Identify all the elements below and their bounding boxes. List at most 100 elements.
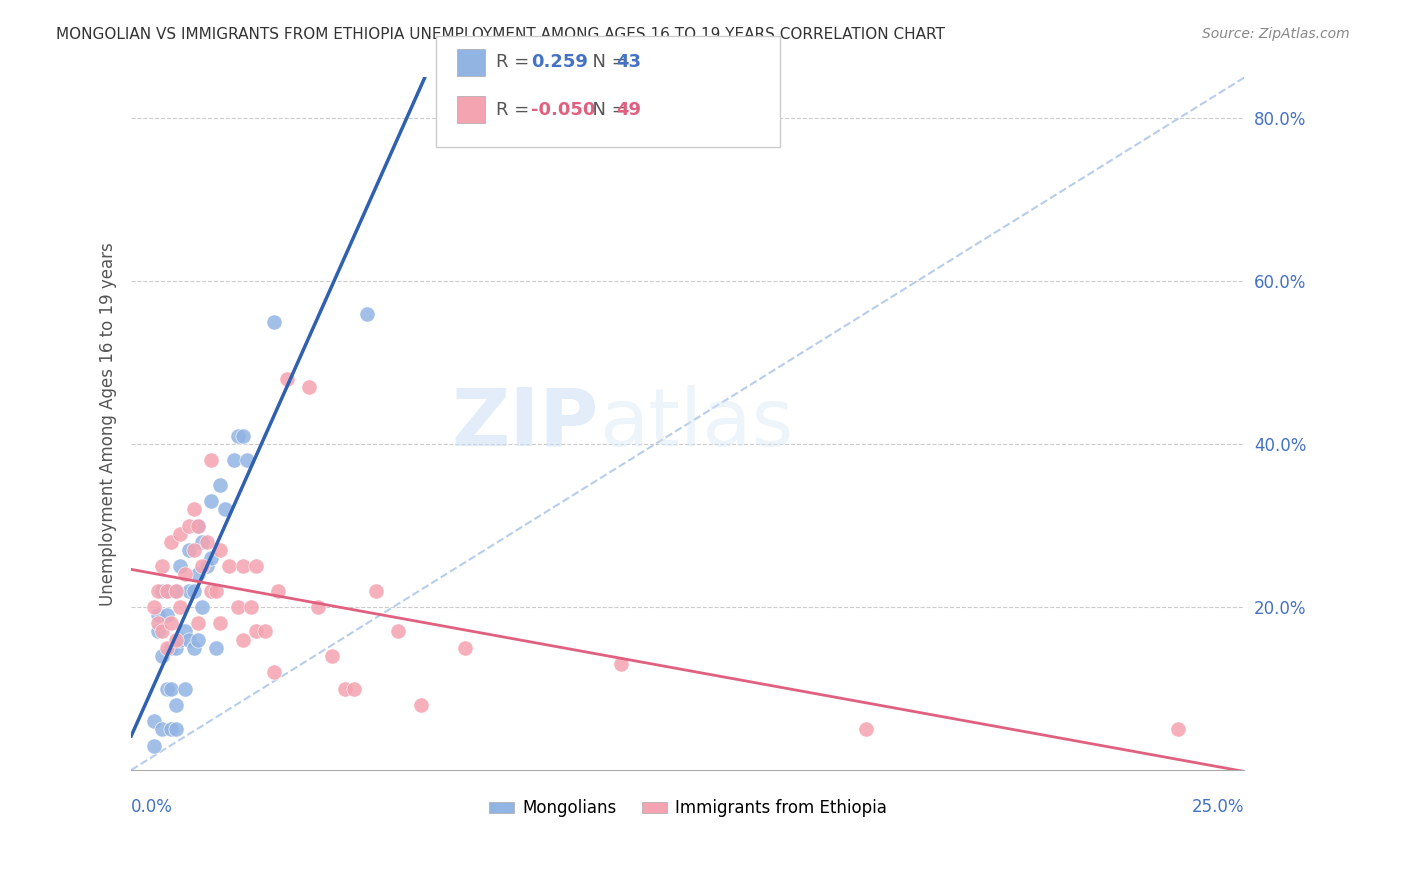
Text: N =: N =: [581, 54, 633, 71]
Point: [187, 632, 209, 647]
Point: [165, 583, 187, 598]
Point: [142, 739, 165, 753]
Point: [321, 648, 343, 663]
Text: 0.0%: 0.0%: [131, 797, 173, 815]
Text: 43: 43: [616, 54, 641, 71]
Point: [356, 307, 378, 321]
Point: [160, 640, 183, 655]
Point: [209, 478, 232, 492]
Point: [156, 583, 179, 598]
Point: [165, 698, 187, 712]
Point: [173, 567, 195, 582]
Point: [214, 502, 236, 516]
Point: [236, 453, 259, 467]
Point: [183, 543, 205, 558]
Point: [152, 648, 174, 663]
Text: R =: R =: [496, 54, 536, 71]
Point: [152, 583, 174, 598]
Point: [226, 429, 249, 443]
Text: -0.050: -0.050: [531, 101, 596, 119]
Point: [169, 600, 191, 615]
Point: [191, 534, 214, 549]
Point: [187, 518, 209, 533]
Point: [152, 559, 174, 574]
Point: [245, 624, 267, 639]
Text: MONGOLIAN VS IMMIGRANTS FROM ETHIOPIA UNEMPLOYMENT AMONG AGES 16 TO 19 YEARS COR: MONGOLIAN VS IMMIGRANTS FROM ETHIOPIA UN…: [56, 27, 945, 42]
Point: [240, 600, 263, 615]
Point: [179, 583, 201, 598]
Point: [409, 698, 432, 712]
Point: [232, 632, 254, 647]
Point: [169, 632, 191, 647]
Point: [205, 583, 228, 598]
Point: [267, 583, 290, 598]
Point: [263, 315, 285, 329]
Point: [165, 583, 187, 598]
Point: [165, 640, 187, 655]
Text: Source: ZipAtlas.com: Source: ZipAtlas.com: [1202, 27, 1350, 41]
Point: [183, 640, 205, 655]
Point: [146, 616, 169, 631]
Point: [165, 632, 187, 647]
Point: [146, 624, 169, 639]
Point: [200, 551, 222, 566]
Point: [187, 518, 209, 533]
Point: [187, 616, 209, 631]
Point: [179, 518, 201, 533]
Text: ZIP: ZIP: [451, 384, 599, 463]
Y-axis label: Unemployment Among Ages 16 to 19 years: Unemployment Among Ages 16 to 19 years: [100, 242, 117, 606]
Point: [183, 583, 205, 598]
Point: [187, 567, 209, 582]
Point: [222, 453, 245, 467]
Point: [160, 616, 183, 631]
Point: [855, 723, 877, 737]
Point: [179, 632, 201, 647]
Text: 25.0%: 25.0%: [1192, 797, 1244, 815]
Point: [1167, 723, 1189, 737]
Point: [200, 583, 222, 598]
Point: [173, 681, 195, 696]
Point: [218, 559, 240, 574]
Point: [183, 502, 205, 516]
Point: [191, 559, 214, 574]
Point: [343, 681, 366, 696]
Point: [276, 372, 298, 386]
Point: [179, 543, 201, 558]
Point: [226, 600, 249, 615]
Point: [160, 723, 183, 737]
Point: [209, 616, 232, 631]
Point: [160, 681, 183, 696]
Point: [232, 429, 254, 443]
Point: [152, 723, 174, 737]
Point: [146, 608, 169, 623]
Legend: Mongolians, Immigrants from Ethiopia: Mongolians, Immigrants from Ethiopia: [482, 793, 893, 824]
Point: [209, 543, 232, 558]
Point: [245, 559, 267, 574]
Point: [169, 526, 191, 541]
Point: [263, 665, 285, 680]
Point: [307, 600, 329, 615]
Point: [253, 624, 276, 639]
Point: [200, 494, 222, 508]
Text: 49: 49: [616, 101, 641, 119]
Point: [387, 624, 409, 639]
Point: [195, 534, 218, 549]
Point: [191, 600, 214, 615]
Point: [169, 559, 191, 574]
Point: [173, 624, 195, 639]
Point: [156, 583, 179, 598]
Point: [298, 380, 321, 394]
Point: [146, 583, 169, 598]
Point: [142, 714, 165, 728]
Point: [610, 657, 633, 671]
Point: [142, 600, 165, 615]
Point: [156, 640, 179, 655]
Point: [232, 559, 254, 574]
Point: [333, 681, 356, 696]
Text: N =: N =: [581, 101, 633, 119]
Point: [156, 608, 179, 623]
Point: [156, 681, 179, 696]
Point: [160, 534, 183, 549]
Point: [366, 583, 388, 598]
Point: [195, 559, 218, 574]
